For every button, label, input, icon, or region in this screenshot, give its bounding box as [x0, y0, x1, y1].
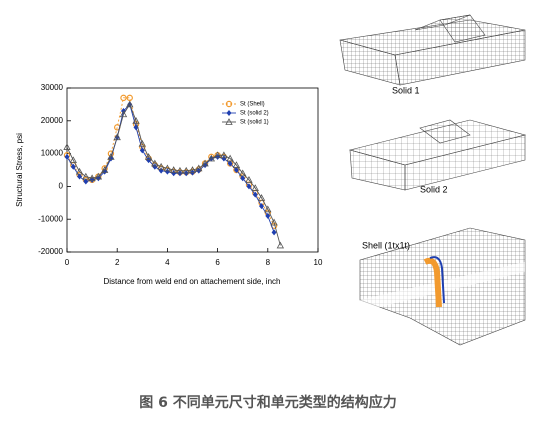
data-point [232, 161, 241, 168]
data-point [221, 155, 227, 162]
data-point [119, 110, 128, 118]
data-point [227, 160, 233, 167]
y-tick-label: 10000 [41, 149, 64, 158]
y-axis-title: Structural Stress, psi [15, 133, 24, 207]
data-point [202, 162, 208, 169]
data-point [132, 116, 140, 124]
data-point [240, 175, 246, 182]
x-tick-label: 2 [115, 258, 120, 267]
data-point [170, 166, 178, 173]
data-point [195, 164, 203, 172]
data-point [257, 194, 266, 201]
data-point [176, 166, 184, 174]
mesh-shell [359, 227, 526, 346]
data-point [107, 153, 115, 160]
x-tick-label: 4 [165, 258, 170, 267]
data-point [120, 94, 127, 102]
legend-label: St (solid 2) [240, 111, 269, 117]
data-point [182, 166, 190, 174]
data-point [201, 159, 209, 167]
data-point [69, 156, 77, 164]
data-point [252, 191, 258, 198]
mesh-label: Solid 2 [420, 184, 448, 194]
data-point [207, 154, 215, 162]
x-tick-label: 10 [314, 258, 323, 267]
data-point [70, 163, 76, 170]
data-point [246, 183, 252, 190]
data-point [138, 139, 146, 147]
mesh-label: Shell (1tx1t) [362, 240, 410, 250]
data-point [265, 212, 271, 219]
series-line [66, 97, 275, 226]
data-point [89, 176, 95, 183]
legend-label: St (Shell) [240, 102, 265, 108]
data-point [94, 172, 103, 180]
data-point [113, 133, 121, 141]
mesh-solid-1 [339, 14, 526, 86]
y-tick-label: 20000 [41, 116, 64, 125]
data-point [271, 229, 277, 236]
data-point [63, 143, 71, 150]
data-point [251, 184, 259, 191]
legend-marker [225, 100, 233, 108]
data-point [100, 166, 109, 173]
caption: 图 6 不同单元尺寸和单元类型的结构应力 [139, 394, 397, 411]
data-point [164, 168, 170, 175]
data-point [220, 151, 228, 159]
data-point [75, 167, 84, 175]
x-tick-label: 8 [266, 258, 271, 267]
data-point [157, 162, 165, 170]
data-point [233, 167, 239, 173]
data-point [64, 153, 70, 160]
data-point [163, 164, 172, 172]
data-point [152, 163, 158, 170]
legend-marker [225, 118, 233, 125]
x-tick-label: 0 [65, 258, 70, 267]
data-point [239, 169, 247, 177]
x-tick-label: 6 [215, 258, 220, 267]
y-tick-label: 0 [59, 182, 64, 191]
data-point [245, 176, 253, 183]
data-point [259, 203, 265, 210]
y-tick-label: -20000 [38, 247, 63, 256]
data-point [144, 153, 153, 160]
legend-label: St (solid 1) [240, 120, 269, 126]
data-point [213, 151, 222, 159]
mesh-solid-2 [348, 119, 527, 191]
data-point [102, 168, 108, 175]
legend-marker [226, 110, 232, 116]
plot-frame [66, 87, 319, 253]
data-point [88, 174, 96, 182]
data-point [82, 172, 90, 180]
data-point [126, 94, 133, 102]
data-point [276, 241, 285, 249]
y-tick-label: -10000 [38, 214, 63, 223]
data-point [151, 159, 159, 167]
data-point [171, 170, 177, 177]
data-point [83, 178, 89, 185]
x-axis-title: Distance from weld end on attachement si… [104, 277, 281, 286]
y-tick-label: 30000 [41, 83, 64, 92]
data-point [126, 100, 134, 108]
data-point [264, 205, 272, 213]
data-point [139, 147, 145, 154]
data-point [188, 166, 197, 173]
data-point [270, 218, 278, 226]
mesh-label: Solid 1 [392, 85, 420, 95]
data-point [77, 173, 83, 180]
data-point [226, 154, 234, 162]
